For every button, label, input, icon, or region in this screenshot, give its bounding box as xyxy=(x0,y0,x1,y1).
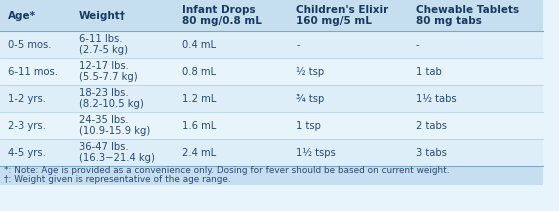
Text: 12-17 lbs.: 12-17 lbs. xyxy=(79,61,129,71)
Text: 4-5 yrs.: 4-5 yrs. xyxy=(8,148,46,158)
Text: 1-2 yrs.: 1-2 yrs. xyxy=(8,94,46,104)
Text: Age*: Age* xyxy=(8,11,36,21)
Bar xyxy=(0,0,543,31)
Bar xyxy=(0,31,543,58)
Bar xyxy=(0,166,543,185)
Text: 2 tabs: 2 tabs xyxy=(415,121,447,131)
Text: 80 mg tabs: 80 mg tabs xyxy=(415,16,481,26)
Text: 2-3 yrs.: 2-3 yrs. xyxy=(8,121,46,131)
Text: 6-11 mos.: 6-11 mos. xyxy=(8,67,58,77)
Text: 1 tsp: 1 tsp xyxy=(296,121,321,131)
Text: Chewable Tablets: Chewable Tablets xyxy=(415,5,519,15)
Text: 1.6 mL: 1.6 mL xyxy=(182,121,216,131)
Text: (8.2-10.5 kg): (8.2-10.5 kg) xyxy=(79,99,144,109)
Text: 36-47 lbs.: 36-47 lbs. xyxy=(79,142,129,152)
Text: -: - xyxy=(415,40,419,50)
Bar xyxy=(0,58,543,85)
Text: 0.4 mL: 0.4 mL xyxy=(182,40,216,50)
Text: 1½ tabs: 1½ tabs xyxy=(415,94,456,104)
Text: (10.9-15.9 kg): (10.9-15.9 kg) xyxy=(79,126,150,136)
Text: 1.2 mL: 1.2 mL xyxy=(182,94,216,104)
Text: Children's Elixir: Children's Elixir xyxy=(296,5,389,15)
Text: 0-5 mos.: 0-5 mos. xyxy=(8,40,51,50)
Bar xyxy=(0,139,543,166)
Text: 1 tab: 1 tab xyxy=(415,67,442,77)
Text: (16.3−21.4 kg): (16.3−21.4 kg) xyxy=(79,153,155,163)
Bar xyxy=(0,112,543,139)
Text: †: Weight given is representative of the age range.: †: Weight given is representative of the… xyxy=(4,175,231,184)
Bar xyxy=(0,85,543,112)
Text: 0.8 mL: 0.8 mL xyxy=(182,67,216,77)
Text: Weight†: Weight† xyxy=(79,11,126,21)
Text: 3 tabs: 3 tabs xyxy=(415,148,447,158)
Text: 160 mg/5 mL: 160 mg/5 mL xyxy=(296,16,372,26)
Text: 80 mg/0.8 mL: 80 mg/0.8 mL xyxy=(182,16,262,26)
Text: (2.7-5 kg): (2.7-5 kg) xyxy=(79,45,128,55)
Text: (5.5-7.7 kg): (5.5-7.7 kg) xyxy=(79,72,138,82)
Text: -: - xyxy=(296,40,300,50)
Text: 6-11 lbs.: 6-11 lbs. xyxy=(79,34,122,44)
Text: 2.4 mL: 2.4 mL xyxy=(182,148,216,158)
Text: 18-23 lbs.: 18-23 lbs. xyxy=(79,88,129,98)
Text: *: Note: Age is provided as a convenience only. Dosing for fever should be based: *: Note: Age is provided as a convenienc… xyxy=(4,166,450,175)
Text: ½ tsp: ½ tsp xyxy=(296,67,324,77)
Text: 1½ tsps: 1½ tsps xyxy=(296,148,336,158)
Text: ¾ tsp: ¾ tsp xyxy=(296,94,324,104)
Text: Infant Drops: Infant Drops xyxy=(182,5,255,15)
Text: 24-35 lbs.: 24-35 lbs. xyxy=(79,115,129,125)
